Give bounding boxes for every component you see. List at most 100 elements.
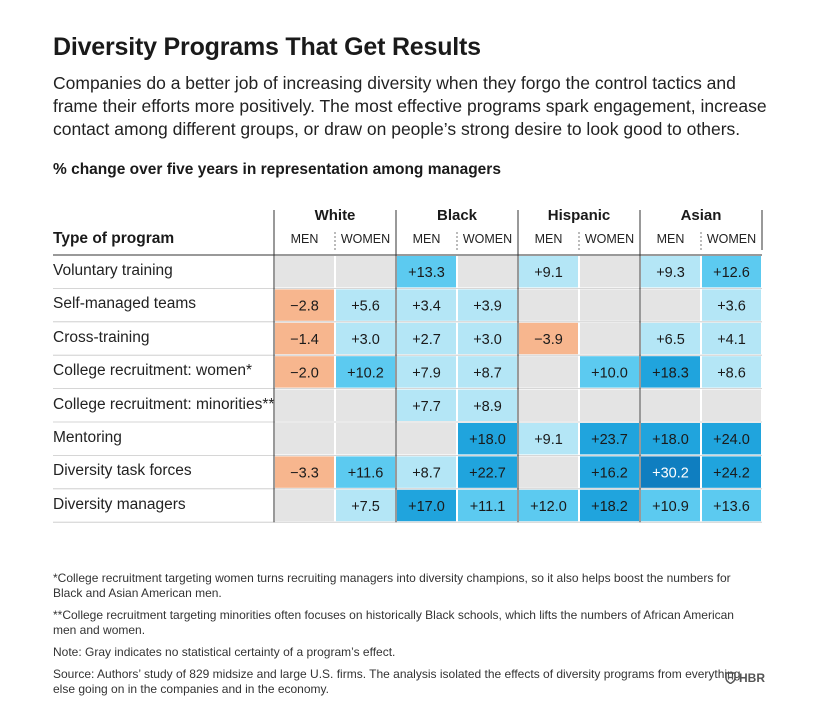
value-label: −3.9	[534, 332, 563, 348]
cell-cross-training-hispanic-men	[519, 322, 578, 355]
cell-college-recruitment-minorities-asian-women	[702, 389, 761, 421]
cell-mentoring-hispanic-women	[580, 423, 639, 455]
value-label: +7.7	[412, 399, 441, 415]
cell-diversity-task-forces-black-men	[397, 456, 456, 488]
cell-college-recruitment-minorities-white-women	[336, 389, 395, 421]
subcolumn-header-black-men: MEN	[412, 232, 441, 246]
value-label: +18.0	[469, 432, 506, 448]
group-header-asian: Asian	[680, 207, 722, 224]
subcolumn-header-white-men: MEN	[290, 232, 319, 246]
cell-voluntary-training-white-women	[336, 256, 395, 288]
value-label: +8.7	[412, 466, 441, 482]
group-header-white: White	[314, 207, 356, 224]
value-label: +3.0	[473, 332, 502, 348]
cell-diversity-task-forces-black-women	[458, 456, 517, 488]
value-label: +7.9	[412, 365, 441, 381]
cell-self-managed-teams-asian-men	[641, 289, 700, 321]
cell-cross-training-black-men	[397, 322, 456, 355]
cell-college-recruitment-minorities-hispanic-men	[519, 389, 578, 421]
cell-diversity-task-forces-white-women	[336, 456, 395, 488]
value-label: +8.6	[717, 365, 746, 381]
value-label: +3.9	[473, 299, 502, 315]
cell-mentoring-black-men	[397, 423, 456, 455]
value-label: +24.0	[713, 432, 750, 448]
cell-self-managed-teams-black-women	[458, 289, 517, 321]
cell-voluntary-training-hispanic-women	[580, 256, 639, 288]
subcolumn-header-hispanic-women: WOMEN	[584, 232, 635, 246]
subcolumn-header-asian-men: MEN	[656, 232, 685, 246]
cell-college-recruitment-women-black-men	[397, 356, 456, 388]
value-label: +18.2	[591, 499, 628, 515]
value-label: −1.4	[290, 332, 319, 348]
footnote-minorities: **College recruitment targeting minoriti…	[53, 608, 734, 637]
cell-college-recruitment-minorities-hispanic-women	[580, 389, 639, 421]
value-label: +12.6	[713, 265, 750, 281]
source-note: Source: Authors’ study of 829 midsize an…	[53, 667, 741, 696]
group-header-hispanic: Hispanic	[547, 207, 611, 224]
cell-voluntary-training-white-men	[275, 256, 334, 288]
cell-diversity-managers-black-women	[458, 489, 517, 522]
cell-cross-training-black-women	[458, 322, 517, 355]
hbr-shield-icon	[725, 672, 736, 684]
value-label: +5.6	[351, 299, 380, 315]
subcolumn-header-white-women: WOMEN	[340, 232, 391, 246]
cell-voluntary-training-black-men	[397, 256, 456, 288]
cell-mentoring-white-women	[336, 423, 395, 455]
cell-mentoring-asian-women	[702, 423, 761, 455]
value-label: +8.9	[473, 399, 502, 415]
cell-diversity-task-forces-hispanic-women	[580, 456, 639, 488]
cell-diversity-task-forces-white-men	[275, 456, 334, 488]
cell-mentoring-hispanic-men	[519, 423, 578, 455]
row-label-mentoring: Mentoring	[53, 429, 122, 446]
value-label: +18.3	[652, 365, 689, 381]
subcolumn-header-black-women: WOMEN	[462, 232, 513, 246]
value-label: +11.6	[348, 466, 384, 482]
cell-college-recruitment-minorities-black-women	[458, 389, 517, 421]
cell-voluntary-training-black-women	[458, 256, 517, 288]
value-label: +7.5	[351, 499, 380, 515]
cell-voluntary-training-asian-men	[641, 256, 700, 288]
value-label: +2.7	[412, 332, 441, 348]
value-label: +10.2	[347, 365, 384, 381]
cell-self-managed-teams-white-men	[275, 289, 334, 321]
value-label: +9.1	[534, 265, 563, 281]
value-label: +4.1	[717, 332, 746, 348]
value-label: +9.1	[534, 432, 563, 448]
group-header-black: Black	[436, 207, 478, 224]
value-label: +3.4	[412, 299, 441, 315]
value-label: +12.0	[530, 499, 567, 515]
hbr-logo: HBR	[725, 671, 765, 685]
cell-college-recruitment-women-asian-men	[641, 356, 700, 388]
value-label: +6.5	[656, 332, 685, 348]
value-label: −3.3	[290, 466, 319, 482]
row-label-college-recruitment-women: College recruitment: women*	[53, 362, 253, 380]
cell-cross-training-hispanic-women	[580, 322, 639, 355]
cell-college-recruitment-minorities-asian-men	[641, 389, 700, 421]
note-gray: Note: Gray indicates no statistical cert…	[53, 645, 396, 659]
value-label: +18.0	[652, 432, 689, 448]
value-label: +3.6	[717, 299, 746, 315]
cell-cross-training-asian-men	[641, 322, 700, 355]
cell-cross-training-white-women	[336, 322, 395, 355]
cell-voluntary-training-asian-women	[702, 256, 761, 288]
cell-cross-training-white-men	[275, 322, 334, 355]
value-label: +24.2	[713, 466, 750, 482]
subcolumn-header-hispanic-men: MEN	[534, 232, 563, 246]
cell-mentoring-asian-men	[641, 423, 700, 455]
cell-college-recruitment-minorities-black-men	[397, 389, 456, 421]
value-label: +23.7	[591, 432, 628, 448]
cell-college-recruitment-women-black-women	[458, 356, 517, 388]
value-label: +13.6	[713, 499, 750, 515]
cell-self-managed-teams-white-women	[336, 289, 395, 321]
row-label-cross-training: Cross-training	[53, 328, 150, 346]
footnote-women: *College recruitment targeting women tur…	[53, 571, 731, 600]
value-label: +16.2	[591, 466, 628, 482]
value-label: +30.2	[652, 466, 689, 482]
value-label: −2.8	[290, 299, 319, 315]
cell-diversity-task-forces-asian-women	[702, 456, 761, 488]
row-label-diversity-managers: Diversity managers	[53, 495, 186, 513]
cell-diversity-managers-asian-men	[641, 489, 700, 522]
row-label-college-recruitment-minorities: College recruitment: minorities**	[53, 395, 275, 413]
cell-mentoring-white-men	[275, 423, 334, 455]
cell-voluntary-training-hispanic-men	[519, 256, 578, 288]
